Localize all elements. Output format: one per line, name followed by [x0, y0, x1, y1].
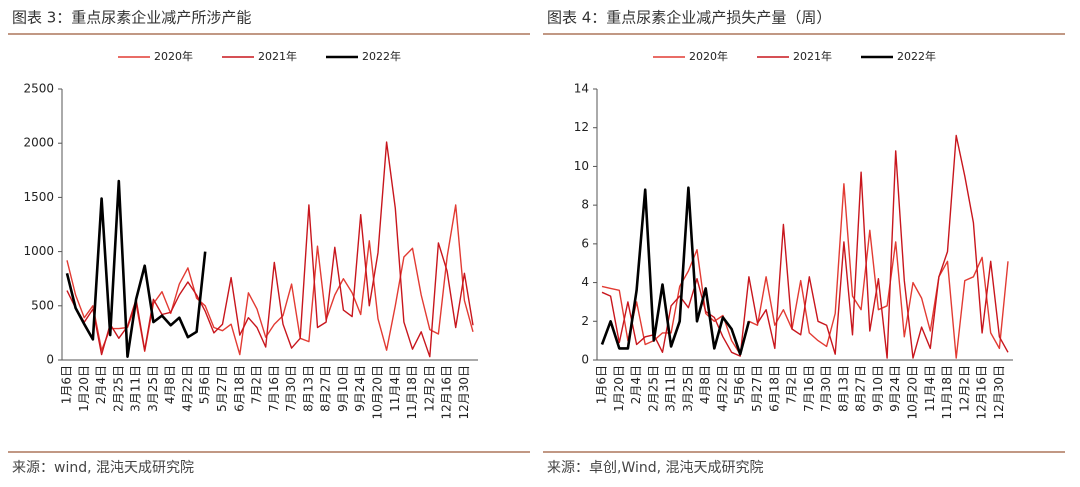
x-tick-label: 11月18日: [405, 365, 419, 420]
x-tick-label: 2月4日: [629, 365, 643, 404]
x-tick-label: 12月30日: [457, 365, 471, 420]
x-tick-label: 5月27日: [750, 365, 764, 412]
x-tick-label: 9月24日: [888, 365, 902, 412]
x-tick-label: 8月13日: [301, 365, 315, 412]
series-line: [65, 179, 207, 358]
x-tick-label: 3月25日: [146, 365, 160, 412]
x-tick-label: 4月22日: [180, 365, 194, 412]
x-tick-label: 8月27日: [319, 365, 333, 412]
source: 来源：wind, 混沌天成研究院: [12, 460, 194, 476]
legend-label: 2021年: [793, 49, 832, 63]
x-tick-label: 3月25日: [681, 365, 695, 412]
y-tick-label: 14: [574, 82, 589, 96]
series-line: [600, 186, 751, 356]
x-tick-label: 8月27日: [854, 365, 868, 412]
y-tick-label: 8: [581, 198, 589, 212]
y-tick-label: 2: [581, 314, 589, 328]
x-tick-label: 6月18日: [767, 365, 781, 412]
x-tick-label: 5月6日: [198, 365, 212, 404]
source: 来源：卓创,Wind, 混沌天成研究院: [547, 460, 764, 476]
x-tick-label: 1月20日: [77, 365, 91, 412]
x-tick-label: 7月2日: [250, 365, 264, 404]
x-tick-label: 5月27日: [215, 365, 229, 412]
series-line: [601, 134, 1009, 359]
x-tick-label: 10月20日: [905, 365, 919, 420]
x-tick-label: 1月6日: [60, 365, 74, 404]
x-tick-label: 4月8日: [698, 365, 712, 404]
x-tick-label: 5月6日: [733, 365, 747, 404]
x-tick-label: 12月2日: [957, 365, 971, 412]
legend-label: 2022年: [897, 49, 936, 63]
x-tick-label: 7月16日: [267, 365, 281, 412]
y-tick-label: 2500: [23, 82, 54, 96]
x-tick-label: 1月20日: [612, 365, 626, 412]
legend-label: 2022年: [362, 49, 401, 63]
x-tick-label: 6月18日: [232, 365, 246, 412]
x-tick-label: 4月22日: [715, 365, 729, 412]
x-tick-label: 11月4日: [388, 365, 402, 412]
x-tick-label: 9月24日: [353, 365, 367, 412]
x-tick-label: 12月16日: [440, 365, 454, 420]
x-tick-label: 2月25日: [646, 365, 660, 412]
y-tick-label: 1000: [23, 244, 54, 258]
series-line: [66, 204, 474, 356]
y-tick-label: 6: [581, 236, 589, 250]
x-tick-label: 12月30日: [992, 365, 1006, 420]
x-tick-label: 12月2日: [422, 365, 436, 412]
x-tick-label: 10月20日: [370, 365, 384, 420]
x-tick-label: 8月13日: [836, 365, 850, 412]
x-tick-label: 12月16日: [975, 365, 989, 420]
x-tick-label: 7月16日: [802, 365, 816, 412]
y-tick-label: 1500: [23, 190, 54, 204]
x-tick-label: 2月4日: [94, 365, 108, 404]
x-tick-label: 3月11日: [664, 365, 678, 412]
x-tick-label: 7月30日: [284, 365, 298, 412]
x-tick-label: 11月4日: [923, 365, 937, 412]
chart-title: 图表 4：重点尿素企业减产损失产量（周）: [547, 9, 831, 27]
y-tick-label: 10: [574, 159, 589, 173]
panel: 图表 3：重点尿素企业减产所涉产能 0 500 1000 1500 2000 2500 1月6…: [8, 9, 530, 476]
y-tick-label: 500: [31, 298, 54, 312]
x-tick-label: 7月2日: [785, 365, 799, 404]
legend-label: 2020年: [689, 49, 728, 63]
y-tick-label: 12: [574, 120, 589, 134]
chart-title: 图表 3：重点尿素企业减产所涉产能: [12, 9, 251, 27]
legend-label: 2020年: [154, 49, 193, 63]
y-tick-label: 2000: [23, 136, 54, 150]
x-tick-label: 1月6日: [595, 365, 609, 404]
x-tick-label: 9月10日: [871, 365, 885, 412]
series-line: [601, 183, 1009, 359]
legend-label: 2021年: [258, 49, 297, 63]
x-tick-label: 9月10日: [336, 365, 350, 412]
y-tick-label: 0: [46, 353, 54, 367]
y-tick-label: 4: [581, 275, 589, 289]
x-tick-label: 7月30日: [819, 365, 833, 412]
x-tick-label: 11月18日: [940, 365, 954, 420]
panel: 图表 4：重点尿素企业减产损失产量（周） 0 2 4 6 8 10 12 14 1月6日 1月20日…: [543, 9, 1065, 476]
x-tick-label: 2月25日: [111, 365, 125, 412]
y-tick-label: 0: [581, 353, 589, 367]
x-tick-label: 4月8日: [163, 365, 177, 404]
x-tick-label: 3月11日: [129, 365, 143, 412]
